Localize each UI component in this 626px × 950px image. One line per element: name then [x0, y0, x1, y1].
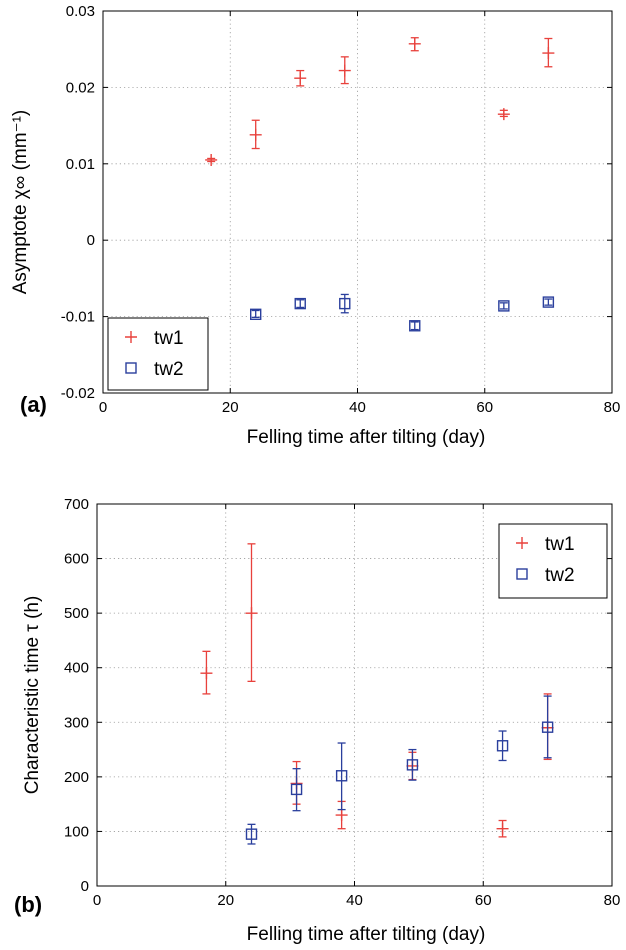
series-tw2 — [245, 695, 554, 845]
legend-label-tw1: tw1 — [154, 328, 184, 349]
x-tick-label: 40 — [349, 399, 366, 416]
y-tick-label: 100 — [64, 823, 89, 840]
data-point-square — [542, 296, 555, 308]
data-point-plus — [496, 822, 509, 835]
data-point-square — [245, 828, 258, 840]
data-point-plus — [205, 153, 218, 166]
data-point-square — [498, 300, 510, 312]
data-point-square — [406, 759, 419, 771]
data-point-square — [496, 740, 509, 752]
x-tick-label: 80 — [604, 892, 621, 909]
y-axis-label: Asymptote χ∞ (mm⁻¹) — [10, 110, 31, 295]
panel-label: (a) — [20, 392, 47, 417]
data-point-square — [249, 308, 262, 321]
legend-box — [498, 523, 608, 599]
y-tick-label: 0 — [81, 878, 89, 895]
y-tick-label: 0.03 — [66, 3, 95, 20]
data-point-plus — [335, 809, 348, 822]
x-axis-label: Felling time after tilting (day) — [247, 924, 486, 945]
y-axis-label: Characteristic time τ (h) — [22, 596, 43, 795]
series-tw2 — [249, 293, 555, 332]
y-tick-label: 0.02 — [66, 79, 95, 96]
y-tick-label: 500 — [64, 605, 89, 622]
y-tick-label: 600 — [64, 551, 89, 568]
y-tick-label: 0 — [87, 232, 95, 249]
data-point-plus — [249, 128, 262, 141]
data-point-square — [290, 783, 303, 796]
data-point-square — [339, 297, 351, 310]
chart-panel-a: 0 20 40 60 80 -0.02 -0.01 0 0.01 0.02 0.03 Felling … — [10, 3, 620, 448]
data-point-square — [335, 770, 348, 782]
data-point-plus — [338, 64, 351, 77]
x-tick-label: 20 — [222, 399, 239, 416]
data-point-plus — [245, 607, 258, 620]
data-point-square — [541, 721, 554, 733]
data-point-plus — [497, 108, 510, 121]
legend-marker-plus — [516, 537, 528, 549]
x-tick-label: 60 — [475, 892, 492, 909]
x-tick-label: 0 — [99, 399, 107, 416]
y-tick-label: 200 — [64, 769, 89, 786]
x-tick-label: 40 — [346, 892, 363, 909]
y-tick-label: 400 — [64, 660, 89, 677]
y-tick-label: 0.01 — [66, 156, 95, 173]
x-axis-label: Felling time after tilting (day) — [247, 427, 486, 448]
data-point-plus — [408, 37, 421, 50]
data-point-plus — [294, 72, 307, 85]
chart-panel-b: 0 20 40 60 80 0 100 200 300 400 500 600 700 Felling t… — [14, 496, 620, 945]
legend-marker-square — [516, 568, 528, 580]
legend-label-tw2: tw2 — [545, 565, 575, 586]
x-tick-label: 60 — [476, 399, 493, 416]
x-tick-label: 0 — [93, 892, 101, 909]
data-point-plus — [542, 47, 555, 60]
legend-label-tw1: tw1 — [545, 534, 575, 555]
y-tick-label: 700 — [64, 496, 89, 513]
panel-label: (b) — [14, 892, 42, 917]
legend-marker-square — [125, 362, 137, 374]
data-point-square — [294, 297, 306, 310]
x-tick-label: 80 — [604, 399, 621, 416]
grid — [103, 11, 612, 393]
y-tick-label: 300 — [64, 714, 89, 731]
y-tick-label: -0.02 — [61, 385, 95, 402]
data-point-plus — [200, 667, 213, 680]
y-tick-label: -0.01 — [61, 309, 95, 326]
series-tw1 — [205, 37, 555, 166]
x-tick-label: 20 — [217, 892, 234, 909]
legend-label-tw2: tw2 — [154, 359, 184, 380]
legend-box — [107, 317, 209, 391]
legend-marker-plus — [125, 331, 137, 343]
data-point-square — [409, 320, 421, 332]
